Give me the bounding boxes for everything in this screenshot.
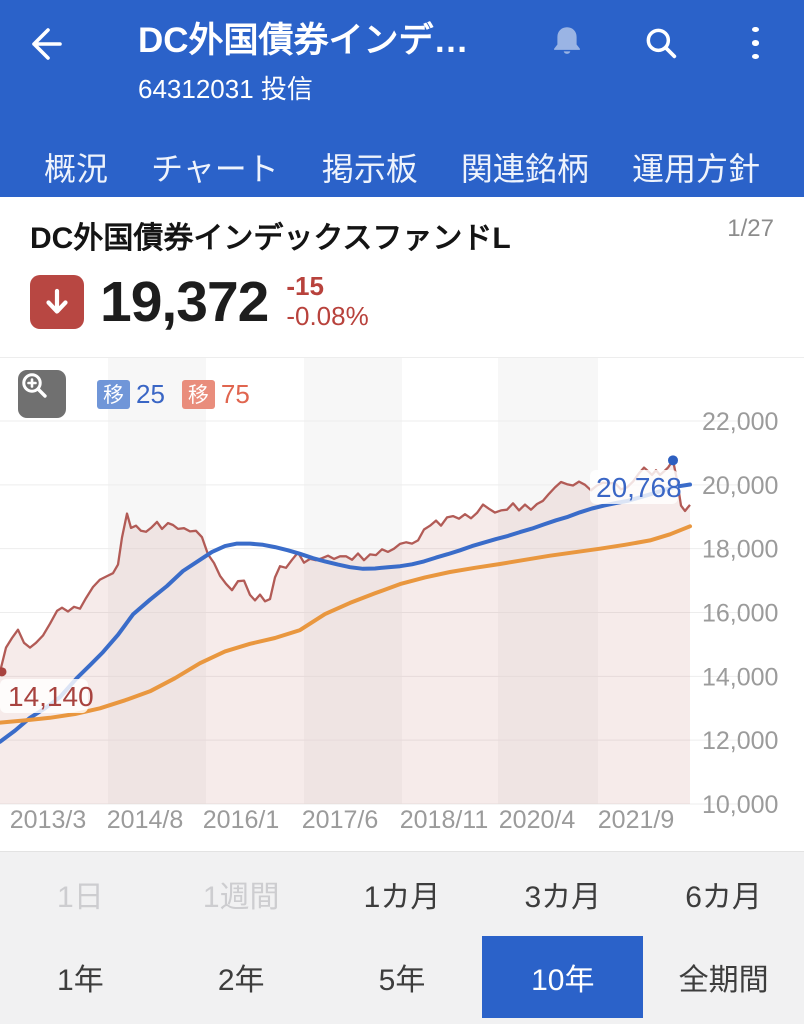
y-axis-tick: 20,000 [702,472,778,500]
period-button-1y[interactable]: 1年 [0,934,161,1020]
quote-section: DC外国債券インデックスファンドL 1/27 19,372 -15 -0.08% [0,197,804,357]
y-axis-tick: 10,000 [702,791,778,819]
chart-min-label: 14,140 [8,681,94,712]
x-axis-tick: 2014/8 [107,806,183,834]
magnifier-plus-icon [22,373,47,398]
app-header: DC外国債券インデ… 64312031 投信 概況 チャート 掲示板 関連銘柄 運用方針 [0,0,804,208]
period-button-1mo[interactable]: 1カ月 [322,854,483,934]
fund-name: DC外国債券インデックスファンドL [30,222,511,255]
chart-zoom-button[interactable] [18,370,66,418]
chart-max-label: 20,768 [596,472,682,503]
y-axis-tick: 18,000 [702,536,778,564]
price-area [0,460,690,804]
notifications-button[interactable] [544,20,590,66]
background-stripe [498,358,598,804]
ma-75-legend-chip[interactable]: 移 75 [181,378,250,410]
price-direction-badge [30,275,84,329]
x-axis-tick: 2018/11 [400,806,489,834]
price-change-percent: -0.08% [286,301,369,331]
page-subtitle: 64312031 投信 [138,74,313,104]
ma-period-value: 25 [136,378,165,409]
x-axis-tick: 2020/4 [499,806,576,834]
period-button-10y[interactable]: 10年 [482,936,644,1018]
ma-chip-label: 移 [97,379,130,409]
ma-25-legend-chip[interactable]: 移 25 [97,379,165,410]
ma-line [0,482,692,744]
tab-overview[interactable]: 概況 [44,151,109,187]
search-icon [646,28,677,59]
y-axis-tick: 12,000 [702,727,778,755]
ma-chip-label: 移 [181,379,215,409]
search-button[interactable] [638,20,684,66]
y-axis-tick: 14,000 [702,663,778,691]
period-button-2y[interactable]: 2年 [161,934,322,1020]
ma-period-value: 75 [220,378,250,409]
down-arrow-icon [46,288,68,314]
period-button-6mo[interactable]: 6カ月 [643,854,804,934]
chart-legend: 移 25 移 75 [18,370,250,418]
more-vertical-icon [751,23,759,63]
price-chart[interactable]: 22,000 20,000 18,000 16,000 14,000 12,000 10,0… [0,358,804,852]
min-marker-dot [0,667,7,677]
back-button[interactable] [24,22,68,66]
background-stripe [304,358,402,804]
x-axis-tick: 2016/1 [203,806,279,834]
chart-section: 22,000 20,000 18,000 16,000 14,000 12,000 10,0… [0,357,804,851]
tab-policy[interactable]: 運用方針 [631,151,760,187]
period-button-5y[interactable]: 5年 [322,934,483,1020]
more-menu-button[interactable] [732,20,778,66]
min-label-bg [0,679,88,713]
x-axis-tick: 2017/6 [302,806,378,834]
period-selector: 1日 1週間 1カ月 3カ月 6カ月 1年 2年 5年 10年 全期間 [0,851,804,1024]
y-axis-tick: 16,000 [702,600,778,628]
price-value: 19,372 [100,270,269,334]
background-stripe [108,358,206,804]
x-axis-tick: 2021/9 [598,806,674,834]
x-axis-tick: 2013/3 [10,806,86,834]
price-change: -15 [286,271,324,302]
max-label-bg [590,470,678,504]
back-arrow-icon [32,28,62,60]
tab-chart[interactable]: チャート [137,132,293,208]
bell-icon [554,27,580,54]
period-button-3mo[interactable]: 3カ月 [482,854,643,934]
period-button-1w: 1週間 [161,854,322,934]
period-button-all[interactable]: 全期間 [643,934,804,1020]
period-button-1d: 1日 [0,854,161,934]
tab-related[interactable]: 関連銘柄 [460,151,589,187]
tab-board[interactable]: 掲示板 [321,151,418,187]
page-indicator: 1/27 [727,215,774,242]
max-marker-dot [668,455,678,466]
tab-bar: 概況 チャート 掲示板 関連銘柄 運用方針 [0,132,804,208]
page-title: DC外国債券インデ… [138,21,469,60]
ma-line [0,524,692,725]
moving-average-chips: 移 25 移 75 [66,379,250,410]
y-axis-tick: 22,000 [702,408,778,436]
